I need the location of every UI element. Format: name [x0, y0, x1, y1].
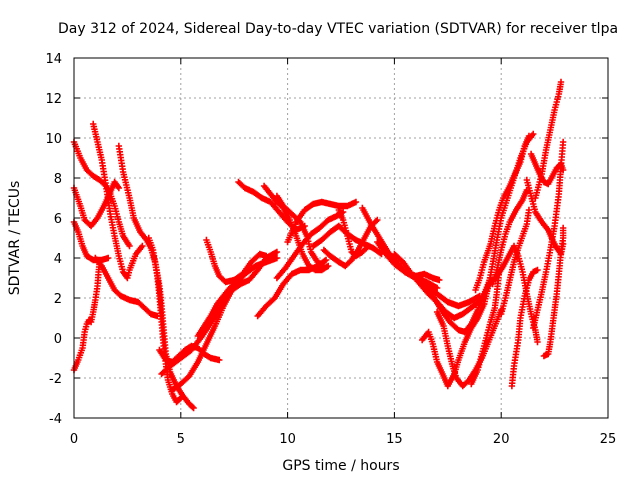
- y-tick-label: 4: [54, 252, 62, 267]
- series-track-17: [254, 256, 330, 320]
- y-tick-label: 2: [54, 292, 62, 307]
- y-tick-label: 0: [54, 332, 62, 347]
- y-axis-label: SDTVAR / TECUs: [7, 181, 23, 296]
- series-markers: [418, 300, 488, 390]
- series-markers: [70, 258, 103, 374]
- series-track-22: [335, 206, 372, 260]
- series-markers: [235, 178, 308, 234]
- plot-frame: [73, 57, 609, 419]
- series-markers: [508, 266, 541, 390]
- y-tick-label: 14: [45, 52, 62, 67]
- x-tick-label: 5: [177, 432, 185, 447]
- series-markers: [532, 78, 565, 202]
- series-track-5: [90, 120, 146, 282]
- series-track-40: [530, 138, 567, 332]
- x-tick-label: 10: [279, 432, 296, 447]
- series-markers: [468, 268, 503, 388]
- x-tick-label: 20: [493, 432, 510, 447]
- x-tick-label: 15: [386, 432, 403, 447]
- series-track-36: [508, 266, 541, 390]
- series-track-39: [532, 78, 565, 202]
- y-tick-label: -4: [49, 412, 62, 427]
- series-markers: [530, 138, 567, 332]
- y-tick-label: 12: [45, 92, 62, 107]
- series-markers: [156, 342, 223, 366]
- y-tick-label: 6: [54, 212, 62, 227]
- series-track-9: [156, 342, 223, 366]
- series-track-18: [284, 198, 360, 246]
- series-markers: [408, 270, 443, 284]
- y-tick-label: 10: [45, 132, 62, 147]
- series-track-19: [273, 208, 347, 282]
- series-track-28: [418, 300, 488, 390]
- series-markers: [284, 198, 360, 246]
- series-track-12: [203, 236, 270, 286]
- series-track-14: [235, 178, 308, 234]
- series-track-13: [194, 276, 246, 340]
- series-markers: [203, 236, 270, 286]
- series-track-6: [92, 254, 161, 320]
- series-markers: [92, 254, 161, 320]
- chart-title: Day 312 of 2024, Sidereal Day-to-day VTE…: [58, 21, 618, 37]
- series-markers: [90, 120, 146, 282]
- series-track-30: [468, 268, 503, 388]
- plot-area: [70, 78, 567, 412]
- series-markers: [540, 224, 567, 360]
- series-markers: [254, 256, 330, 320]
- series-track-4: [70, 258, 103, 374]
- series-markers: [194, 276, 246, 340]
- x-axis-label: GPS time / hours: [282, 458, 399, 474]
- grid: [74, 58, 608, 418]
- x-tick-label: 0: [70, 432, 78, 447]
- y-tick-label: -2: [49, 372, 62, 387]
- series-markers: [335, 206, 372, 260]
- axis-ticks: 0 5 10 15 20 25 -4 -2 0 2 4 6 8 10 12 14: [45, 52, 616, 447]
- series-track-27: [408, 270, 443, 284]
- y-tick-label: 8: [54, 172, 62, 187]
- series-track-41: [540, 224, 567, 360]
- series-markers: [273, 208, 347, 282]
- series-markers: [169, 248, 281, 394]
- series-track-11: [169, 248, 281, 394]
- x-tick-label: 25: [600, 432, 617, 447]
